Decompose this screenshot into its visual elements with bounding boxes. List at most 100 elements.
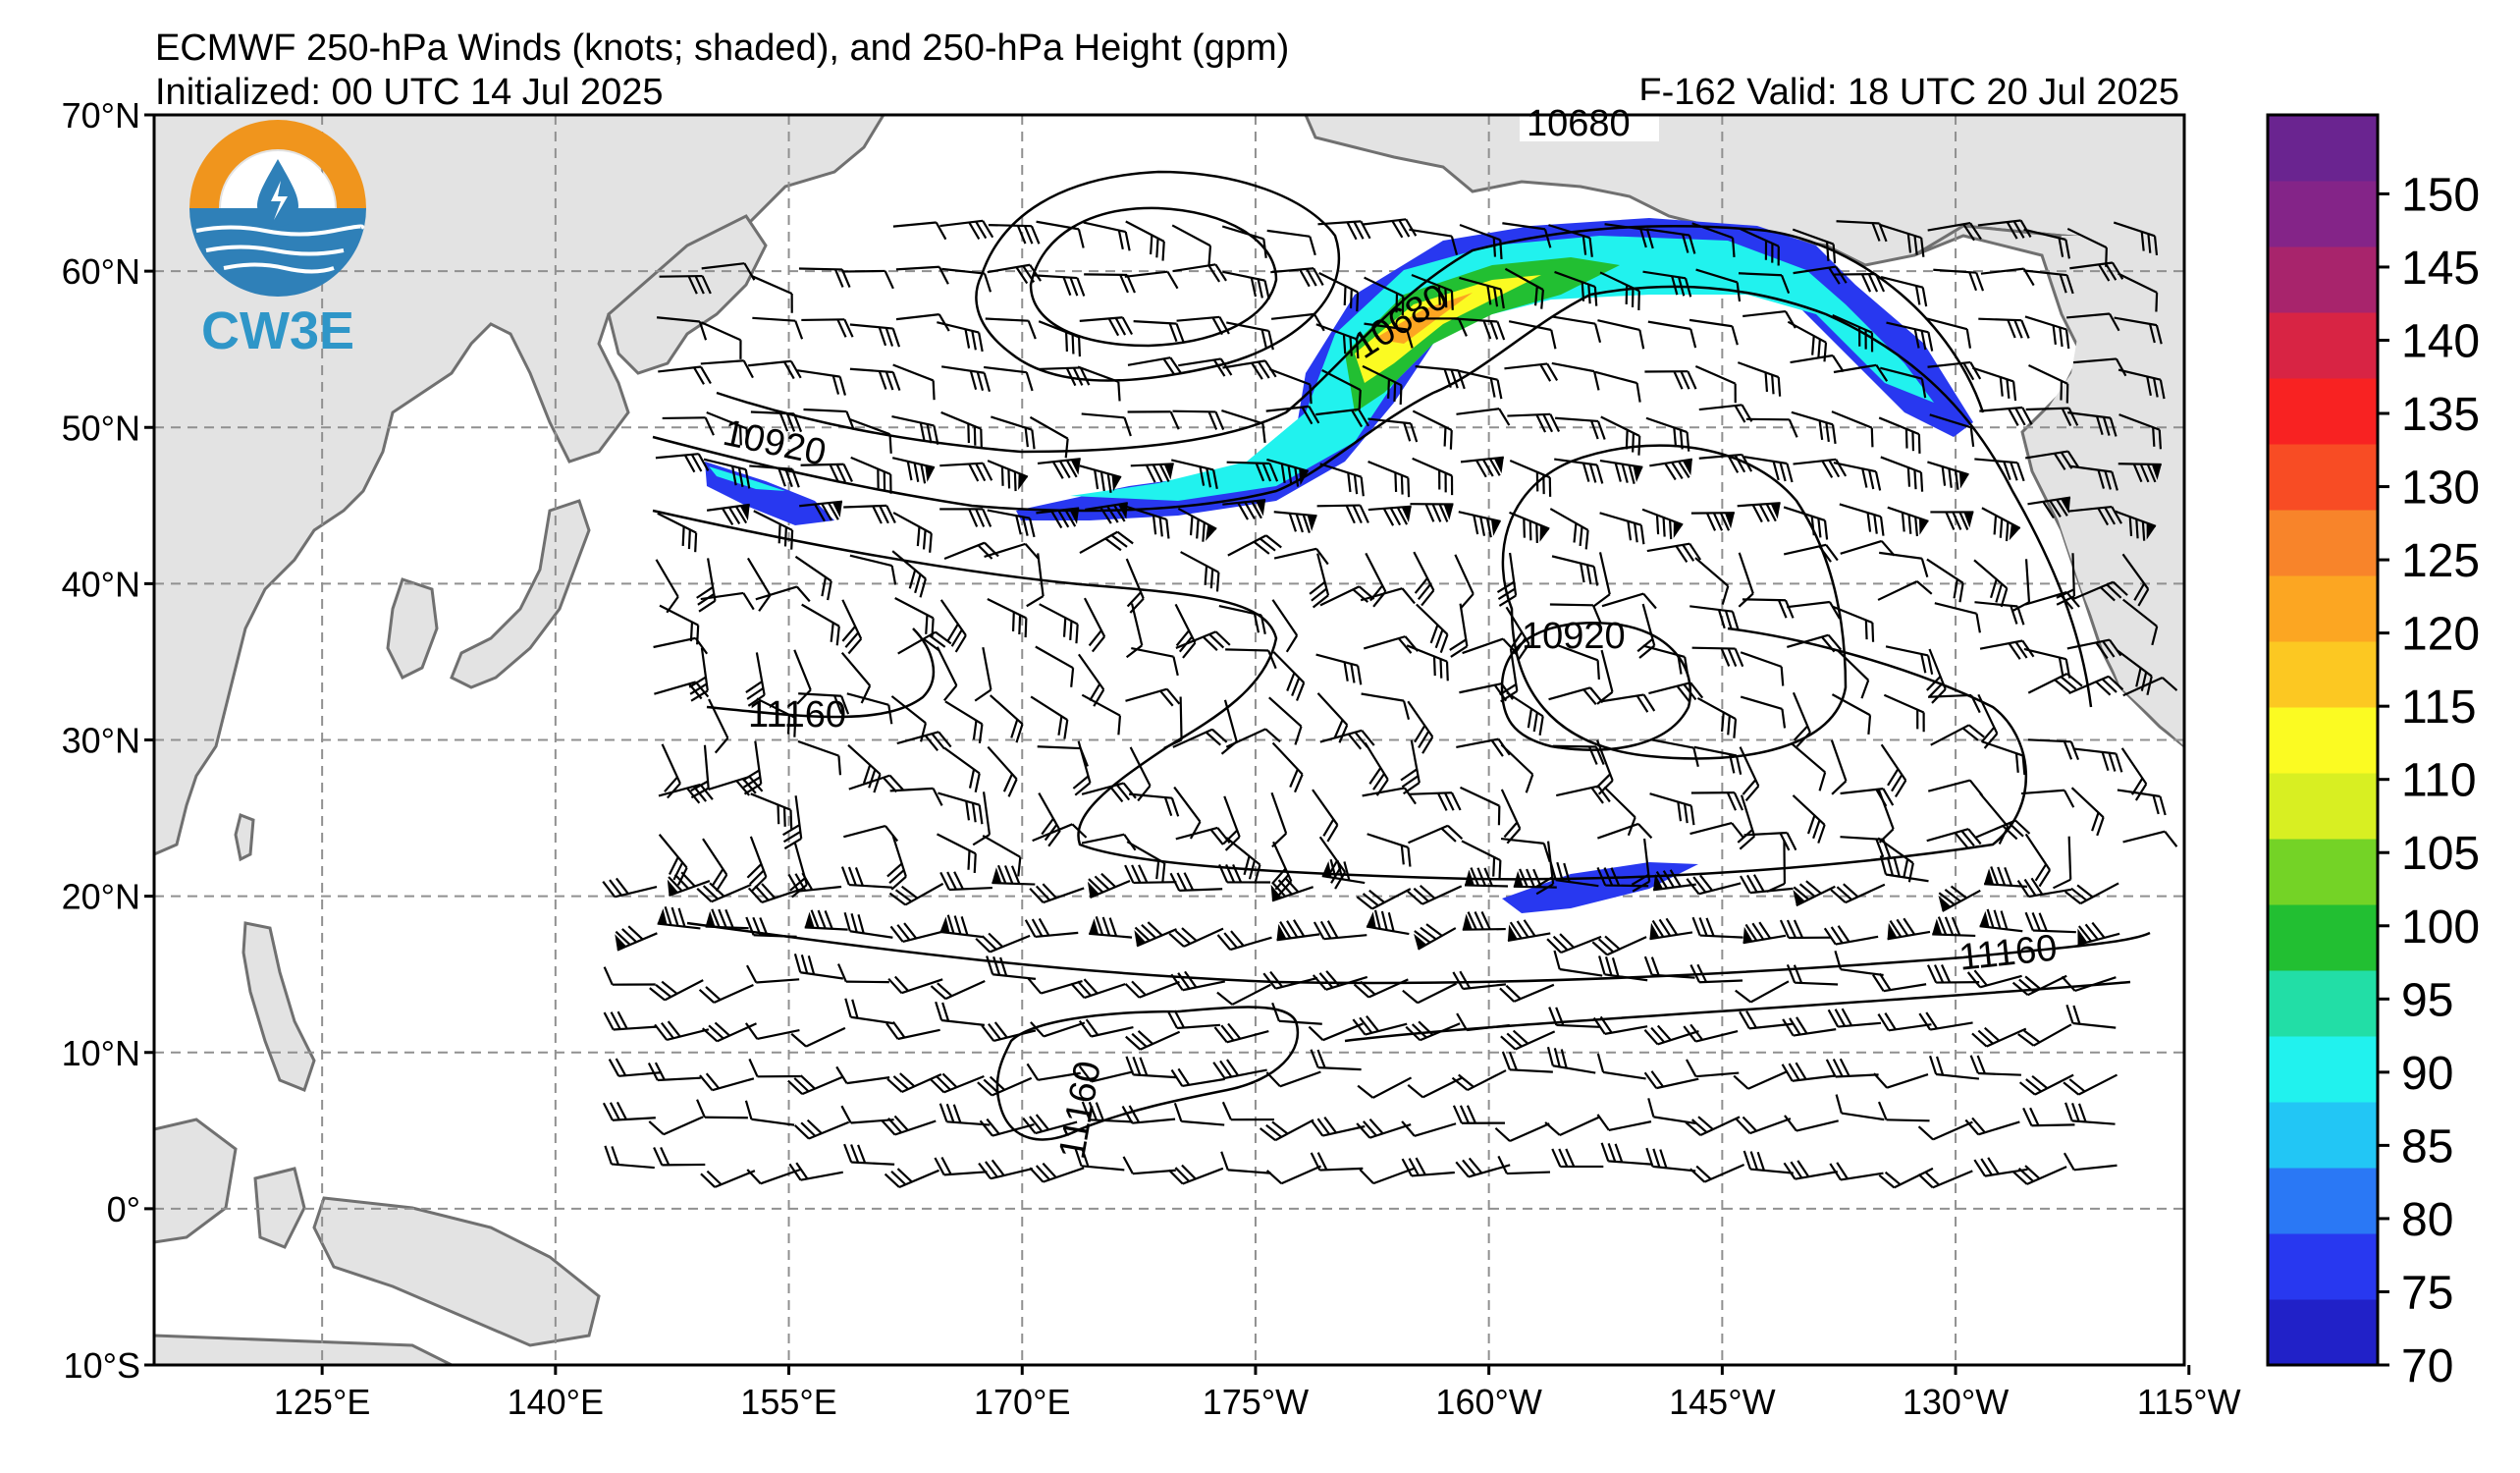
- wind-barb: [2070, 787, 2105, 837]
- lat-label: 60°N: [62, 251, 140, 292]
- wind-barb: [835, 1065, 890, 1085]
- lon-label: 160°W: [1435, 1382, 1541, 1422]
- wind-barb: [2064, 1102, 2116, 1125]
- wind-barb: [1406, 644, 1449, 682]
- wind-barb: [1978, 317, 2030, 339]
- wind-barb: [794, 555, 832, 601]
- wind-barb: [1079, 464, 1122, 493]
- wind-barb: [847, 743, 882, 793]
- lon-label: 130°W: [1903, 1382, 2009, 1422]
- wind-barb: [1835, 1094, 1885, 1121]
- wind-barb: [944, 700, 984, 743]
- wind-barb: [1316, 692, 1349, 743]
- wind-barb: [1414, 923, 1457, 951]
- wind-barb: [1266, 229, 1316, 256]
- wind-barb: [1316, 504, 1369, 524]
- wind-barb: [708, 698, 729, 754]
- wind-barb: [929, 1072, 985, 1094]
- wind-barb: [1783, 543, 1839, 563]
- wind-barb: [1176, 315, 1230, 336]
- wind-barb: [1317, 220, 1371, 241]
- wind-barb: [1265, 1070, 1321, 1088]
- colorbar-swatch: [2268, 575, 2378, 642]
- wind-barb: [1081, 1101, 1133, 1123]
- colorbar-label: 95: [2401, 974, 2453, 1026]
- wind-barb: [1356, 888, 1412, 910]
- wind-barb: [2027, 496, 2071, 519]
- wind-barb: [706, 503, 750, 525]
- wind-barb: [1308, 1022, 1364, 1042]
- wind-barb: [1452, 1105, 1505, 1124]
- wind-barb: [1265, 405, 1320, 425]
- wind-barb: [992, 864, 1036, 886]
- wind-barb: [843, 911, 893, 939]
- wind-barb: [1830, 739, 1848, 795]
- wind-barb: [1887, 917, 1931, 941]
- wind-barb: [1979, 908, 2023, 933]
- wind-barb: [841, 599, 863, 655]
- wind-barb: [658, 783, 714, 804]
- wind-barb: [1212, 1059, 1267, 1079]
- wind-barb: [746, 557, 772, 612]
- wind-barb: [1830, 883, 1886, 904]
- wind-barb: [700, 591, 755, 611]
- jet-north-green: [1345, 257, 1620, 412]
- wind-barb: [1791, 410, 1837, 445]
- wind-barb: [1124, 980, 1180, 999]
- wind-barb: [1975, 819, 2031, 841]
- wind-barb: [2028, 364, 2069, 404]
- wind-barb: [796, 369, 846, 396]
- wind-barb: [603, 1010, 657, 1031]
- wind-barb: [1168, 1164, 1224, 1185]
- wind-barb: [939, 462, 993, 482]
- contour-label-11160-west: 11160: [748, 694, 846, 736]
- wind-barb: [1170, 970, 1226, 992]
- wind-barb: [1037, 458, 1081, 479]
- wind-barb: [655, 453, 710, 473]
- wind-barb: [2117, 789, 2167, 816]
- wind-barb: [700, 359, 754, 379]
- wind-barb: [988, 224, 1041, 245]
- wind-barb: [1497, 1155, 1551, 1175]
- wind-barb: [753, 510, 794, 550]
- wind-barb: [750, 792, 793, 830]
- taiwan-land: [234, 812, 255, 862]
- wind-barb: [985, 317, 1037, 340]
- lat-label: 10°S: [64, 1345, 140, 1386]
- wind-barb: [1792, 691, 1811, 747]
- wind-barb: [940, 410, 983, 449]
- wind-barb: [1226, 461, 1279, 482]
- wind-barb: [702, 838, 728, 893]
- wind-barb: [1783, 1160, 1838, 1180]
- wind-barb: [1879, 551, 1929, 577]
- wind-barb: [1313, 920, 1367, 941]
- wind-barb: [751, 275, 793, 313]
- wind-barb: [1276, 919, 1320, 942]
- wind-barb: [1733, 1069, 1789, 1090]
- wind-barb: [895, 265, 949, 285]
- wind-barb: [1367, 417, 1419, 443]
- lat-label: 40°N: [62, 564, 140, 604]
- wind-barb: [1173, 786, 1202, 840]
- wind-barb: [1836, 649, 1870, 699]
- wind-barb: [1649, 792, 1695, 826]
- wind-barb: [1367, 505, 1412, 526]
- wind-barb: [891, 457, 936, 484]
- wind-barb: [1551, 1148, 1604, 1169]
- lon-label: 115°W: [2137, 1382, 2241, 1422]
- wind-barb: [1549, 860, 1599, 888]
- wind-barb: [1834, 950, 1884, 977]
- wind-barb: [746, 836, 768, 892]
- wind-barb: [1130, 463, 1174, 483]
- wind-barb: [1126, 841, 1166, 883]
- wind-barb: [1163, 696, 1183, 749]
- wind-barb: [1740, 695, 1787, 729]
- wind-barb: [1412, 457, 1454, 496]
- wind-barb: [846, 692, 893, 725]
- wind-barb: [1598, 955, 1648, 982]
- wind-barb: [974, 647, 992, 702]
- wind-barb: [800, 463, 853, 483]
- wind-barb: [2065, 1004, 2117, 1029]
- wind-barb: [744, 1022, 800, 1041]
- wind-barb: [745, 652, 766, 707]
